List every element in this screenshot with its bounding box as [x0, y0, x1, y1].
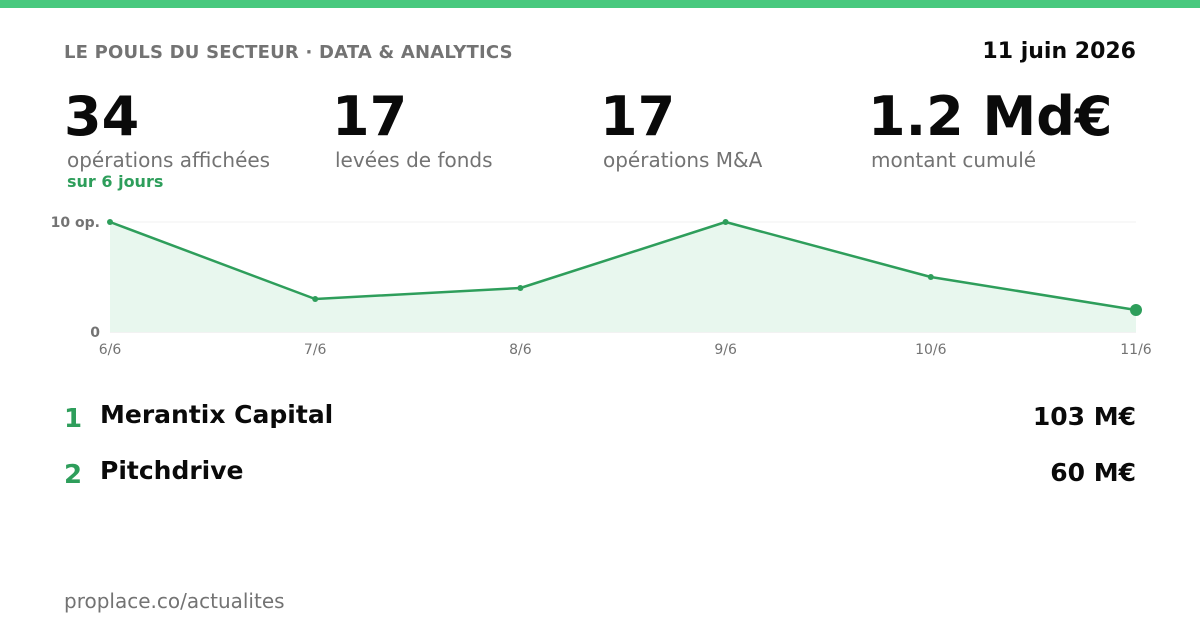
top-accent-bar [0, 0, 1200, 8]
report-date: 11 juin 2026 [982, 39, 1136, 64]
kpi-value: 17 [600, 85, 676, 148]
x-tick-label: 7/6 [304, 342, 327, 358]
kpi-value: 34 [64, 85, 140, 148]
section-title: LE POULS DU SECTEUR · DATA & ANALYTICS [64, 42, 513, 63]
kpi-label: levées de fonds [335, 148, 493, 172]
company-name: Pitchdrive [100, 456, 244, 485]
kpi-label: opérations affichées [67, 148, 271, 172]
company-name: Merantix Capital [100, 400, 334, 429]
kpi-value: 17 [332, 85, 408, 148]
area-fill [110, 222, 1136, 332]
rank-number: 2 [64, 460, 83, 490]
kpi-label: opérations M&A [603, 148, 763, 172]
data-point [927, 274, 934, 280]
x-tick-label: 9/6 [714, 342, 737, 358]
data-point [1130, 304, 1142, 316]
deal-amount: 60 M€ [1050, 458, 1136, 487]
kpi-fundraisings: 17 levées de fonds [332, 85, 493, 173]
data-point [722, 219, 729, 225]
kpi-value: 1.2 Md€ [868, 85, 1113, 148]
kpi-subtitle: sur 6 jours [67, 172, 164, 191]
x-tick-label: 8/6 [509, 342, 532, 358]
kpi-mna: 17 opérations M&A [600, 85, 763, 173]
kpi-label: montant cumulé [871, 148, 1037, 172]
x-tick-label: 6/6 [99, 342, 122, 358]
y-tick-label: 0 [90, 325, 100, 341]
data-point [312, 296, 319, 302]
footer-link[interactable]: proplace.co/actualites [64, 589, 285, 613]
kpi-operations: 34 opérations affichées sur 6 jours [64, 86, 270, 192]
y-tick-label: 10 op. [51, 215, 100, 231]
operations-area-chart: 0 10 op. 6/6 7/6 8/6 9/6 10/6 11/6 [51, 215, 1152, 358]
kpi-total-amount: 1.2 Md€ montant cumulé [868, 85, 1113, 173]
data-point [107, 219, 113, 225]
deal-amount: 103 M€ [1032, 402, 1136, 431]
series-line [109, 220, 1137, 312]
rank-number: 1 [64, 404, 83, 434]
x-tick-label: 10/6 [915, 342, 947, 358]
ranking-row: 2 Pitchdrive 60 M€ [64, 456, 1136, 496]
x-tick-label: 11/6 [1120, 342, 1152, 358]
data-point [517, 285, 524, 291]
ranking-row: 1 Merantix Capital 103 M€ [64, 400, 1136, 440]
